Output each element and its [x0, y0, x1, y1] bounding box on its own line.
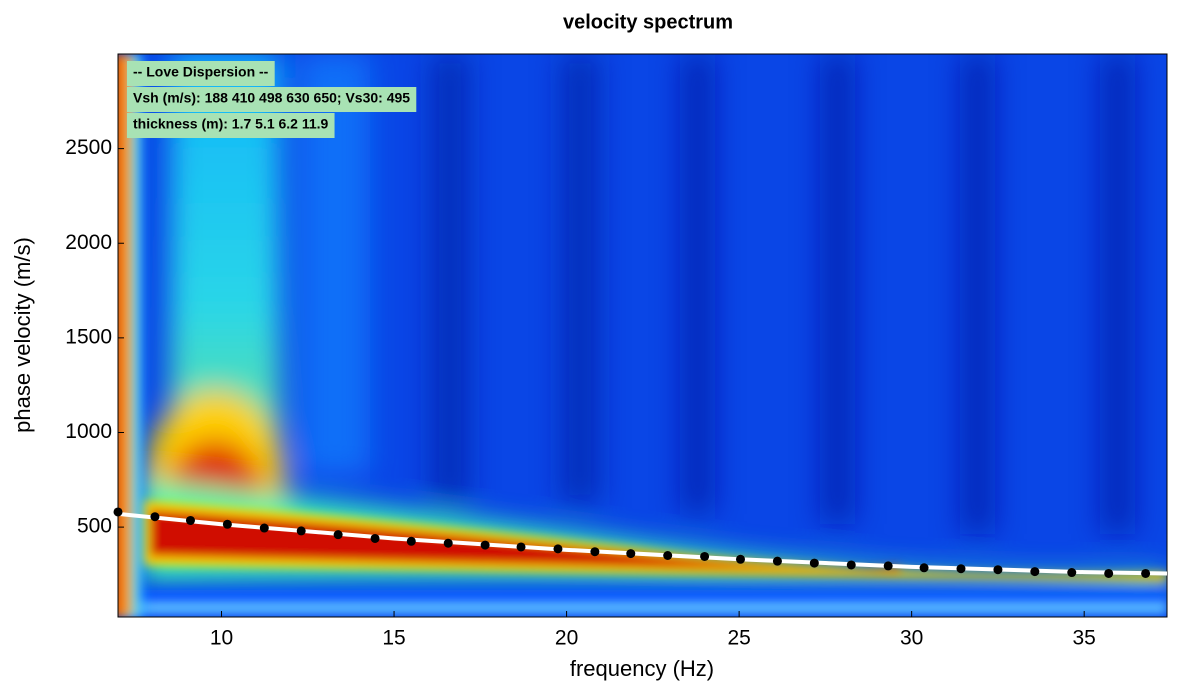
y-tick-label: 2000	[65, 231, 112, 254]
x-tick-label: 15	[382, 627, 405, 650]
dispersion-point	[553, 544, 563, 554]
y-tick-label: 1500	[65, 325, 112, 348]
annotation-background	[127, 87, 417, 112]
dispersion-point	[1030, 567, 1040, 577]
x-tick-label: 35	[1073, 627, 1096, 650]
dispersion-point	[993, 565, 1003, 575]
annotation: -- Love Dispersion --	[133, 64, 269, 80]
dispersion-point	[919, 563, 929, 573]
dispersion-point	[222, 519, 232, 529]
dispersion-point	[185, 515, 195, 525]
dispersion-point	[113, 507, 123, 517]
dispersion-point	[1067, 568, 1077, 578]
dispersion-point	[259, 523, 269, 533]
y-tick-label: 2500	[65, 136, 112, 159]
dispersion-point	[956, 564, 966, 574]
plot-frame	[117, 53, 1168, 618]
dispersion-point	[735, 554, 745, 564]
chart-title: velocity spectrum	[563, 11, 733, 33]
dispersion-curve	[118, 511, 1167, 576]
x-tick-label: 30	[900, 627, 923, 650]
dispersion-point	[370, 533, 380, 543]
dispersion-point	[480, 540, 490, 550]
dispersion-point	[809, 558, 819, 568]
dispersion-point	[516, 542, 526, 552]
dispersion-point	[663, 550, 673, 560]
annotation: Vsh (m/s): 188 410 498 630 650; Vs30: 49…	[133, 90, 410, 106]
dispersion-point	[406, 536, 416, 546]
dispersion-point	[772, 556, 782, 566]
spectrum-image	[118, 54, 1167, 617]
dispersion-point	[700, 551, 710, 561]
dispersion-point	[296, 526, 306, 536]
x-tick-label: 25	[727, 627, 750, 650]
dispersion-point	[1104, 568, 1114, 578]
x-tick-label: 10	[210, 627, 233, 650]
dispersion-point	[883, 561, 893, 571]
dispersion-point	[590, 547, 600, 557]
dispersion-point	[333, 530, 343, 540]
x-axis-label: frequency (Hz)	[570, 656, 714, 681]
y-tick-label: 1000	[65, 420, 112, 443]
dispersion-point	[443, 538, 453, 548]
dispersion-point	[1141, 568, 1151, 578]
annotation-background	[127, 113, 335, 138]
x-tick-label: 20	[555, 627, 578, 650]
dispersion-point	[846, 560, 856, 570]
y-tick-label: 500	[77, 515, 112, 538]
overlay	[118, 511, 1167, 576]
dispersion-point	[626, 549, 636, 559]
annotation: thickness (m): 1.7 5.1 6.2 11.9	[133, 116, 329, 132]
annotation-background	[127, 61, 275, 86]
dispersion-point	[150, 512, 160, 522]
y-axis-label: phase velocity (m/s)	[10, 237, 35, 433]
